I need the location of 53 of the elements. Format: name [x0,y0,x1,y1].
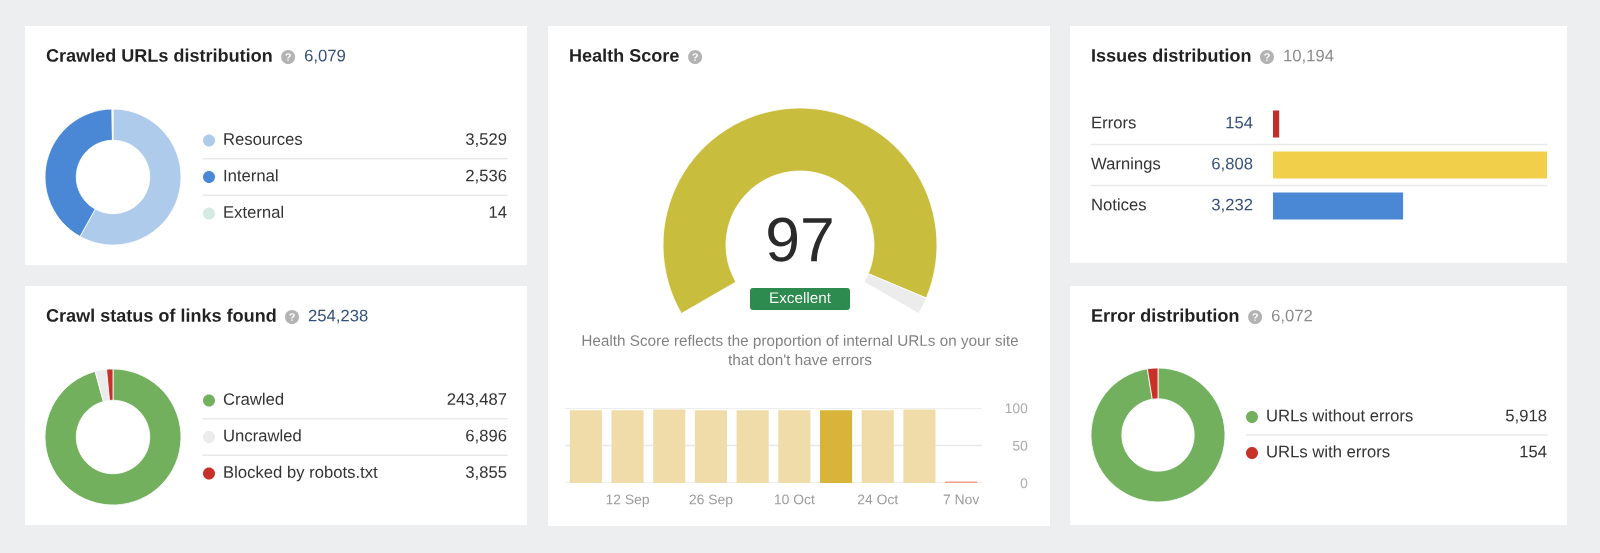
data-label: 6,808 [1212,157,1253,172]
text: Health Score reflects the proportion of internal URLs on your site that don't have errors [582,334,1018,366]
chart-title: Issues distribution [1092,48,1251,62]
legend-label: Blocked by robots.txt [224,465,378,482]
y-tick-label: 50 [1012,440,1028,451]
bar [778,410,811,483]
chart-title: Error distribution [1092,308,1239,322]
chart-subtitle: 6,079 [304,49,346,64]
data-label: 243,487 [447,393,507,407]
data-label: 3,232 [1211,198,1253,213]
chart-title: Health Score [570,48,679,62]
data-label: 2,536 [466,169,507,184]
chart-subtitle: 254,238 [308,309,368,324]
x-tick-label: 26 Sep [689,494,733,508]
x-tick-label: 12 Sep [606,494,649,508]
bar [694,410,727,483]
chart-subtitle: 10,194 [1284,49,1334,64]
legend-label: Resources [224,133,303,145]
legend-label: Crawled [223,392,284,405]
bar [653,409,686,483]
legend-label: Uncrawled [224,429,301,442]
y-tick-label: Warnings [1091,157,1161,173]
legend-label: URLs without errors [1267,409,1413,422]
y-tick-label: Errors [1092,116,1136,129]
y-tick-label: 0 [1020,478,1028,489]
legend-label: Internal [224,169,278,182]
bar [736,410,769,483]
bar [569,410,602,483]
data-label: 154 [1520,445,1547,458]
donut-slice [1091,368,1225,502]
bar [611,410,644,483]
data-label: 14 [489,206,507,218]
legend-label: External [224,205,284,218]
data-label: 97 [768,217,832,262]
data-label: 3,529 [465,133,507,147]
bar [820,410,853,483]
chart-title: Crawl status of links found [46,308,276,322]
bar [861,410,894,483]
chart-title: Crawled URLs distribution [46,48,272,62]
legend-label: URLs with errors [1267,445,1390,458]
data-label: 5,918 [1505,409,1547,424]
data-label: 3,855 [465,466,507,480]
x-tick-label: 24 Oct [857,494,899,505]
x-tick-label: 10 Oct [774,494,815,505]
data-label: 6,896 [466,429,507,444]
x-tick-label: 7 Nov [943,494,980,505]
data-label: 154 [1226,116,1253,129]
y-tick-label: Notices [1092,198,1146,211]
text: Excellent [770,291,831,304]
bar [903,409,936,483]
donut-slice [45,369,181,505]
y-tick-label: 100 [1005,403,1028,414]
chart-subtitle: 6,072 [1271,309,1312,324]
